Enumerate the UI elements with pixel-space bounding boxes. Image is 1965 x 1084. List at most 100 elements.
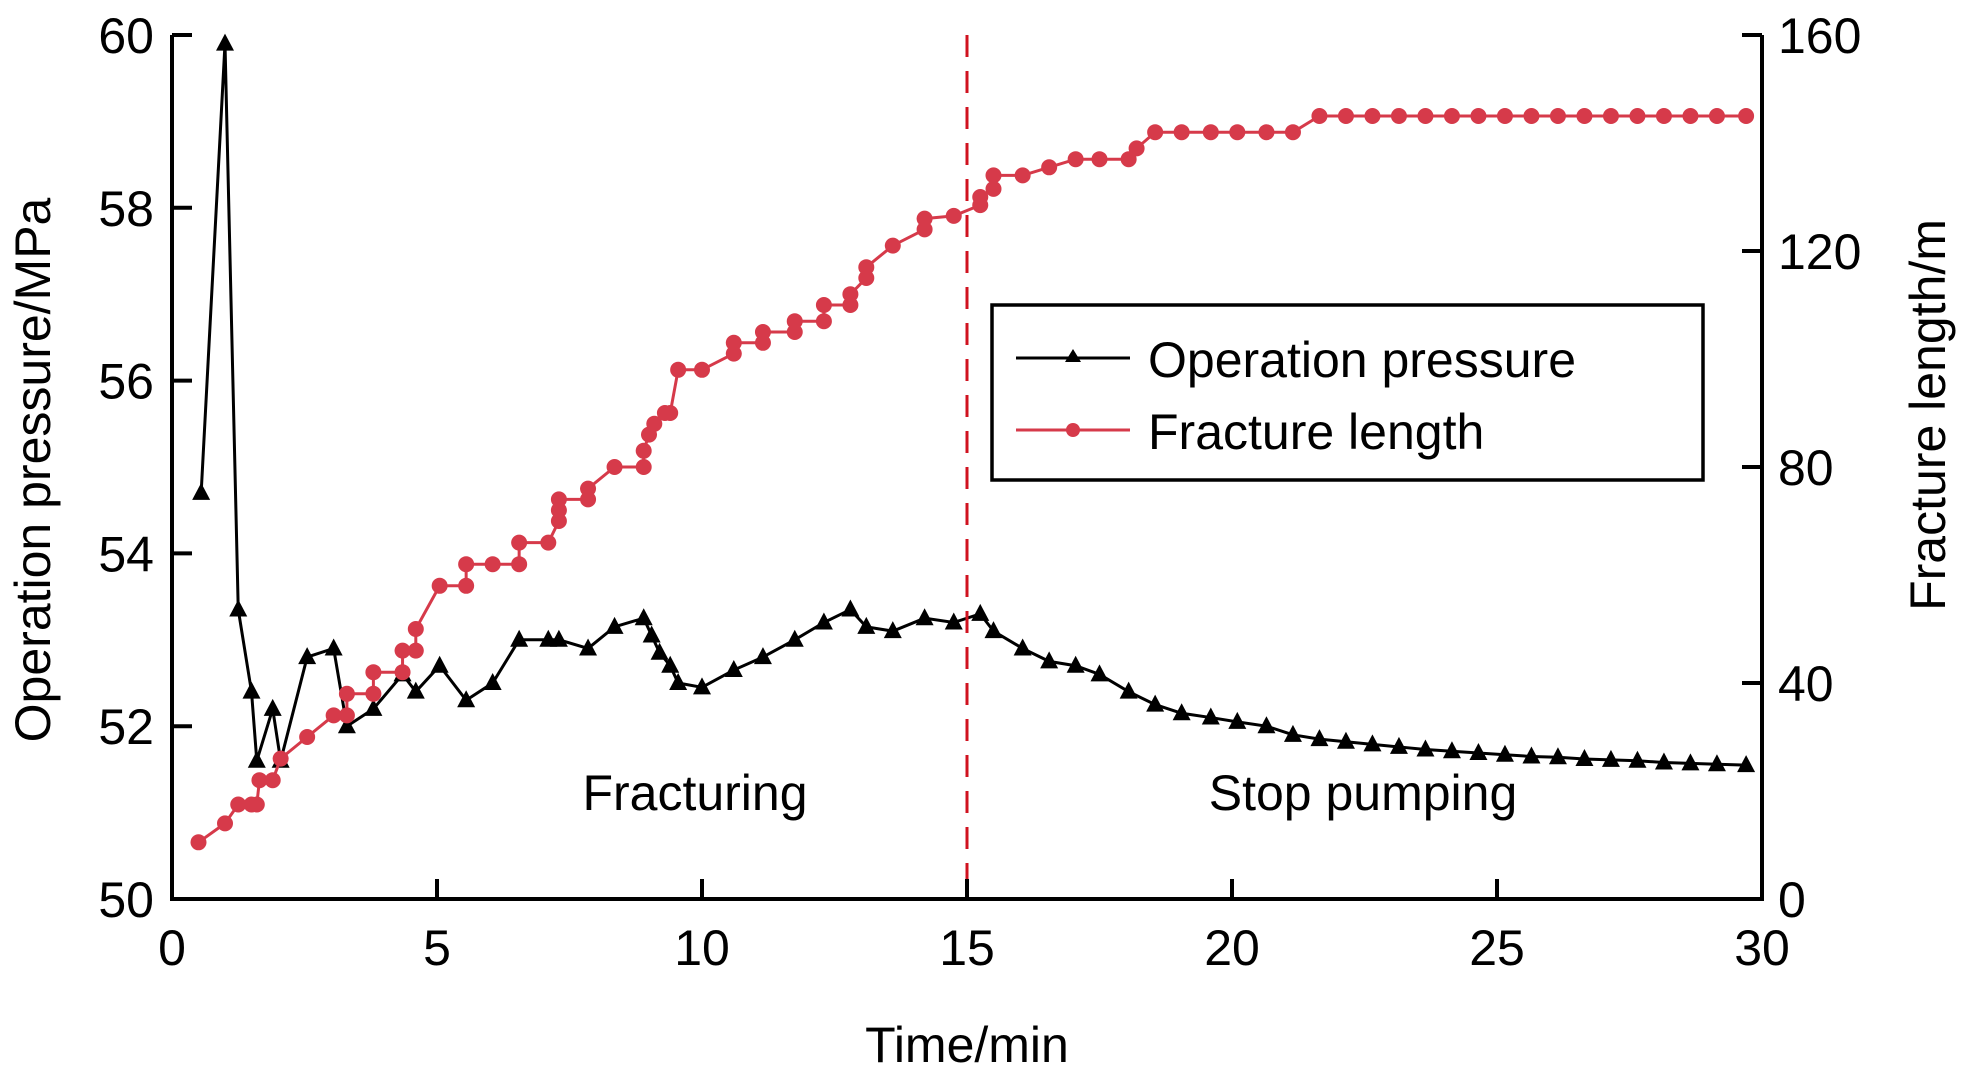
x-tick-label: 0: [158, 920, 186, 976]
fracture-length-point: [646, 415, 663, 432]
fracture-length-point: [325, 707, 342, 724]
fracture-length-point: [248, 796, 265, 813]
operation-pressure-point: [1628, 750, 1647, 768]
y-left-tick-label: 52: [98, 699, 154, 755]
y-axis-right-title: Fracture length/m: [1900, 219, 1956, 611]
y-left-tick-label: 60: [98, 8, 154, 64]
ticks-layer: 0 5 10 15 20 25 30 50 52 54 56 58 60 0 40 80 120 160: [98, 8, 1861, 976]
y-left-tick-label: 56: [98, 354, 154, 410]
operation-pressure-point: [579, 638, 598, 656]
operation-pressure-point: [669, 673, 688, 690]
operation-pressure-point: [605, 616, 624, 634]
x-tick-label: 5: [423, 920, 451, 976]
fracture-length-point: [1364, 108, 1381, 124]
legend-box: [990, 303, 1705, 482]
fracture-length-point: [511, 534, 528, 551]
fracture-length-point: [786, 313, 803, 330]
fracture-length-point: [754, 324, 771, 340]
fracture-length-point: [365, 664, 382, 681]
fracture-length-point: [635, 459, 652, 475]
fracture-length-point: [190, 834, 207, 851]
y-left-tick-label: 58: [98, 181, 154, 237]
fracture-length-point: [365, 685, 382, 702]
fracture-length-point: [407, 642, 424, 659]
fracture-length-point: [1417, 108, 1434, 124]
fracture-length-point: [1147, 124, 1164, 141]
fracture-length-point: [694, 361, 710, 378]
operation-pressure-point: [216, 33, 234, 51]
operation-pressure-point: [247, 750, 266, 768]
fracture-length-point: [1523, 108, 1540, 124]
operation-pressure-point: [229, 599, 248, 617]
operation-pressure-point: [1522, 746, 1541, 764]
operation-pressure-point: [1336, 731, 1355, 749]
operation-pressure-point: [642, 625, 661, 643]
fracture-length-point: [1128, 140, 1145, 157]
fracture-length-point: [458, 556, 475, 573]
fracture-length-point: [1708, 108, 1725, 124]
y-right-tick-label: 80: [1778, 440, 1834, 496]
fracture-length-point: [972, 189, 989, 205]
fracture-length-point: [635, 442, 652, 459]
operation-pressure-point: [364, 698, 383, 716]
x-tick-label: 10: [674, 920, 730, 976]
fracture-length-point: [407, 621, 424, 637]
operation-pressure-point: [1707, 754, 1726, 772]
operation-pressure-point: [1416, 739, 1435, 757]
operation-pressure-point: [1228, 711, 1247, 729]
legend: Operation pressure Fracture length: [990, 303, 1705, 482]
operation-pressure-point: [1681, 753, 1700, 771]
operation-pressure-point: [1310, 729, 1329, 747]
y-left-tick-label: 54: [98, 526, 154, 582]
operation-pressure-point: [549, 629, 568, 647]
fracture-length-point: [1041, 159, 1058, 176]
fracture-length-point: [1496, 108, 1513, 124]
operation-pressure-point: [693, 677, 711, 695]
operation-pressure-point: [1257, 716, 1276, 734]
operation-pressure-point: [1066, 655, 1085, 673]
operation-pressure-point: [1040, 651, 1059, 669]
operation-pressure-point: [753, 647, 772, 665]
operation-pressure-point: [406, 681, 425, 699]
operation-pressure-point: [510, 629, 529, 647]
fracture-length-point: [670, 361, 687, 378]
operation-pressure-point: [1119, 681, 1138, 699]
fracture-length-point: [1067, 151, 1084, 168]
fracture-length-point: [815, 313, 832, 330]
operation-pressure-point: [242, 681, 261, 699]
operation-pressure-point: [1146, 694, 1165, 712]
fracture-length-point: [945, 207, 962, 224]
legend-label-pressure: Operation pressure: [1148, 332, 1576, 388]
fracture-length-point: [1390, 108, 1407, 124]
fracture-length-point: [394, 642, 411, 659]
fracture-length-point: [985, 180, 1002, 197]
operation-pressure-point: [430, 655, 449, 673]
fracture-length-point: [884, 237, 901, 254]
y-right-tick-label: 160: [1778, 8, 1861, 64]
y-right-tick-label: 0: [1778, 872, 1806, 928]
y-right-tick-label: 120: [1778, 224, 1861, 280]
operation-pressure-point: [324, 638, 343, 656]
operation-pressure-point: [1442, 741, 1461, 759]
fracture-length-point: [1738, 108, 1755, 124]
y-right-tick-label: 40: [1778, 656, 1834, 712]
fracture-length-point: [338, 685, 355, 702]
operation-pressure-point: [724, 660, 743, 678]
operation-pressure-point: [1090, 664, 1109, 682]
operation-pressure-point: [1575, 749, 1594, 767]
operation-pressure-point: [1469, 742, 1488, 760]
fracture-length-point: [606, 459, 623, 475]
operation-pressure-point: [457, 690, 476, 708]
annotation-stop-pumping: Stop pumping: [1209, 765, 1518, 821]
fracture-length-point: [725, 334, 742, 351]
fracture-length-point: [458, 577, 475, 594]
fracture-length-point: [662, 405, 679, 421]
fracture-length-point: [1311, 108, 1328, 124]
fracture-length-point: [1549, 108, 1566, 124]
operation-pressure-point: [984, 621, 1003, 639]
operation-pressure-point: [1548, 747, 1567, 765]
fracture-length-point: [858, 259, 875, 276]
fracture-length-point: [1173, 124, 1190, 141]
fracture-length-point: [550, 491, 567, 508]
legend-marker-circle: [1066, 423, 1080, 437]
